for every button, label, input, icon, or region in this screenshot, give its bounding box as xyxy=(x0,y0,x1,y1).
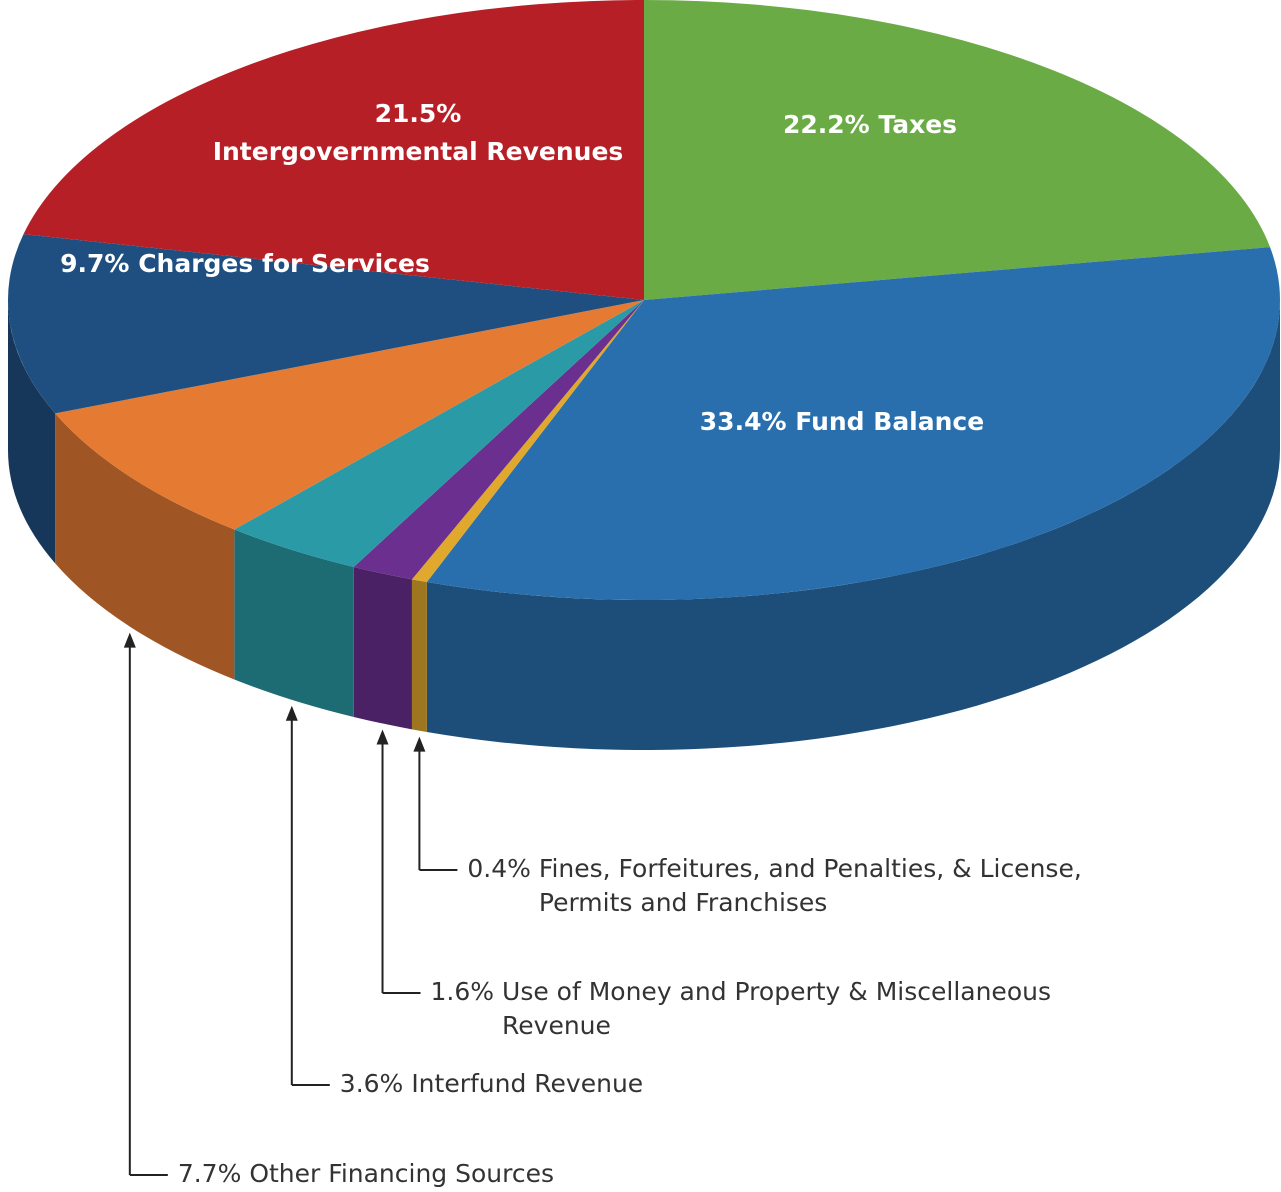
pie-slice xyxy=(426,247,1280,600)
slice-label: 33.4% Fund Balance xyxy=(700,407,984,436)
value-label: 33.4% xyxy=(700,407,787,436)
slice-label: 0.4% Fines, Forfeitures, and Penalties, &… xyxy=(467,852,1149,920)
category-label: Fines, Forfeitures, and Penalties, & Lic… xyxy=(538,854,1082,917)
pie-slice-side xyxy=(426,300,1280,750)
pie-slice xyxy=(644,0,1271,300)
slice-label: 22.2% Taxes xyxy=(783,110,957,139)
category-label: Fund Balance xyxy=(795,407,984,436)
pie-slice-side xyxy=(411,579,427,732)
space xyxy=(870,110,879,139)
arrow-head xyxy=(413,736,426,752)
value-label: 3.6% xyxy=(339,1069,404,1098)
pie-slice xyxy=(353,300,644,580)
pie-slice-side xyxy=(353,566,412,730)
value-label: 9.7% xyxy=(60,249,129,278)
pie-slice xyxy=(234,300,644,567)
category-label: Taxes xyxy=(878,110,957,139)
slice-label: 1.6% Use of Money and Property & Miscella… xyxy=(431,975,1113,1043)
pie-slice-side xyxy=(8,300,56,564)
pie-slice-side xyxy=(55,413,235,680)
slice-label: 21.5% xyxy=(375,99,462,128)
pie-slice xyxy=(55,300,644,530)
slice-label: 3.6% Interfund Revenue xyxy=(340,1067,643,1101)
value-label: 21.5% xyxy=(375,99,462,128)
category-label: Use of Money and Property & Miscellaneou… xyxy=(502,977,1051,1040)
value-label: 0.4% xyxy=(467,854,531,883)
pie-slice xyxy=(411,300,644,582)
arrow-head xyxy=(376,729,389,745)
category-label: Other Financing Sources xyxy=(249,1159,555,1188)
category-label: Charges for Services xyxy=(138,249,430,278)
space xyxy=(129,249,138,278)
pie-slice xyxy=(7,234,644,414)
value-label: 22.2% xyxy=(783,110,870,139)
slice-label: Intergovernmental Revenues xyxy=(213,137,624,166)
space xyxy=(787,407,796,436)
value-label: 7.7% xyxy=(177,1159,242,1188)
slice-label: 9.7% Charges for Services xyxy=(60,249,430,278)
pie-slice xyxy=(23,0,644,300)
value-label: 1.6% xyxy=(430,977,495,1006)
pie-slice-side xyxy=(234,529,354,717)
category-label: Interfund Revenue xyxy=(411,1069,644,1098)
slice-label: 7.7% Other Financing Sources xyxy=(178,1157,554,1191)
arrow-head xyxy=(123,632,136,648)
arrow-head xyxy=(285,705,298,721)
category-label: Intergovernmental Revenues xyxy=(213,137,624,166)
